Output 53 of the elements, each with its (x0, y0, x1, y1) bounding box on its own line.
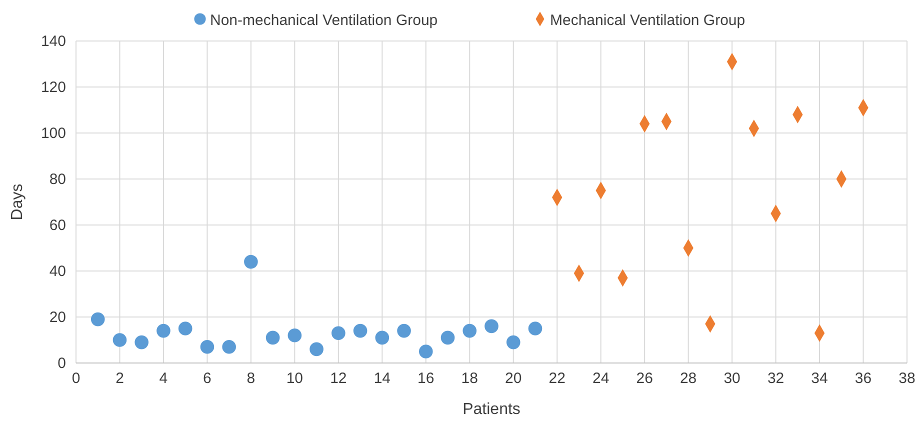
x-tick-label: 10 (286, 370, 304, 387)
x-tick-label: 34 (811, 370, 828, 387)
legend-label: Non-mechanical Ventilation Group (210, 12, 438, 29)
x-tick-label: 2 (116, 370, 124, 387)
x-tick-label: 36 (854, 370, 872, 387)
point (266, 330, 280, 345)
point (418, 344, 433, 358)
x-tick-label: 12 (330, 370, 347, 387)
point (222, 340, 236, 354)
y-axis-title: Days (9, 184, 26, 220)
point (112, 333, 127, 347)
x-tick-label: 30 (724, 370, 740, 387)
x-tick-label: 24 (592, 370, 610, 387)
legend-label: Mechanical Ventilation Group (550, 12, 746, 29)
point (310, 342, 324, 356)
x-tick-label: 4 (159, 370, 168, 387)
y-tick-label: 60 (49, 217, 66, 234)
x-tick-label: 6 (203, 370, 212, 387)
point (397, 324, 411, 338)
y-tick-label: 140 (40, 33, 66, 50)
y-tick-label: 20 (49, 309, 66, 326)
x-tick-label: 8 (246, 370, 256, 387)
x-tick-label: 20 (505, 370, 522, 387)
point (156, 324, 170, 338)
point (244, 254, 258, 269)
point (528, 322, 542, 336)
x-tick-label: 28 (680, 370, 697, 387)
point (178, 322, 192, 336)
x-tick-label: 0 (72, 370, 80, 387)
point (332, 326, 346, 340)
point (288, 328, 302, 342)
y-tick-label: 40 (49, 263, 66, 280)
x-tick-label: 38 (898, 370, 916, 387)
point (484, 319, 498, 334)
point (90, 312, 105, 326)
x-tick-label: 26 (636, 370, 653, 387)
x-tick-label: 32 (767, 370, 784, 387)
y-tick-label: 120 (40, 79, 66, 96)
point (462, 324, 477, 338)
y-tick-label: 80 (49, 171, 66, 188)
point (134, 335, 149, 350)
x-tick-label: 16 (418, 370, 434, 387)
point (506, 335, 520, 350)
point (440, 330, 455, 345)
x-axis-title: Patients (462, 401, 520, 418)
point (200, 340, 214, 354)
x-tick-label: 18 (461, 370, 478, 387)
point (375, 330, 390, 345)
y-tick-label: 100 (40, 125, 66, 142)
x-tick-label: 14 (374, 370, 390, 387)
x-tick-label: 22 (548, 370, 566, 387)
point (353, 324, 368, 338)
y-tick-label: 0 (58, 355, 66, 372)
